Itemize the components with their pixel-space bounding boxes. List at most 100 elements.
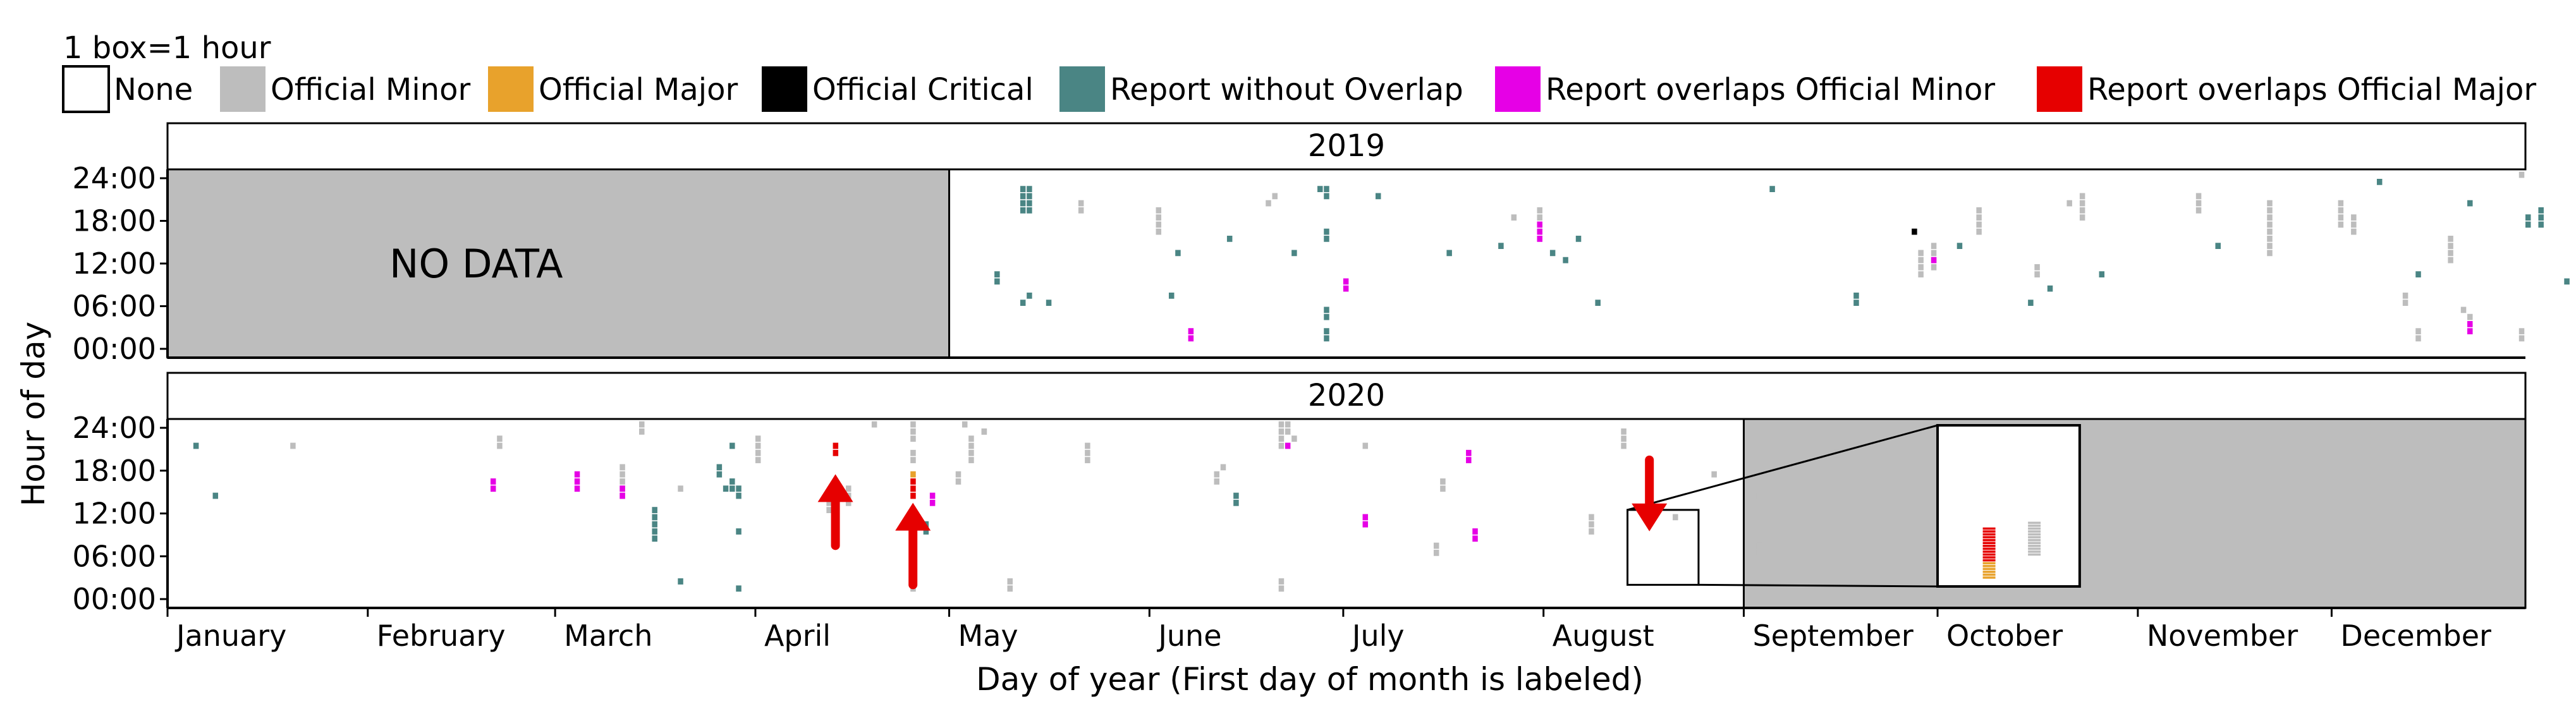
zoom-cell-official-minor [2028,538,2041,542]
x-tick-label: October [1946,619,2063,653]
zoom-cell-report-overlaps-official-major [1982,536,1996,538]
cell-official-minor [620,464,625,471]
cell-report-without-overlap [652,535,657,542]
legend: 1 box=1 hour None Official Minor Official … [62,30,2536,113]
cell-report-without-overlap [193,442,199,449]
cell-report-overlaps-official-minor [1362,514,1369,521]
cell-official-minor [1918,271,1924,277]
cell-report-without-overlap [2099,271,2105,277]
y-axis-title: Hour of day [15,322,52,506]
cell-report-without-overlap [723,485,729,492]
cell-report-overlaps-official-minor [1285,442,1291,449]
y-tick-label: 06:00 [72,539,156,573]
cell-official-minor [2079,214,2085,221]
cell-official-minor [2267,200,2273,207]
cell-report-overlaps-official-minor [1472,535,1478,542]
cell-official-minor [620,471,625,478]
cell-report-without-overlap [1324,236,1329,242]
cell-official-minor [2518,328,2525,334]
cell-official-minor [2267,228,2273,235]
cell-report-without-overlap [2538,214,2544,221]
cell-report-overlaps-official-major [910,478,916,485]
cell-official-minor [1362,442,1369,449]
cell-official-minor [2267,250,2273,257]
cell-report-overlaps-official-major [910,492,916,499]
y-tick-label: 00:00 [72,582,156,616]
zoom-region [1742,418,2527,609]
cell-official-minor [1278,421,1285,428]
cell-report-without-overlap [1549,250,1556,257]
legend-swatch-official-critical [762,66,807,112]
cell-report-without-overlap [2467,200,2473,207]
x-tick-label: July [1350,619,1405,653]
cell-official-minor [910,435,916,442]
red-arrow-head [1632,503,1668,531]
cell-official-minor [755,435,761,442]
panel-year-label: 2019 [1308,128,1385,164]
cell-report-without-overlap [2564,278,2570,285]
cell-official-minor [1007,585,1013,592]
legend-label-none: None [114,72,193,107]
cell-official-minor [955,471,961,478]
cell-report-without-overlap [2047,285,2053,292]
cell-official-minor [1085,457,1090,463]
cell-official-minor [1285,428,1291,435]
cell-official-minor [2267,236,2273,242]
cell-report-without-overlap [716,464,723,471]
cell-report-overlaps-official-minor [1537,228,1542,235]
cell-report-without-overlap [1291,250,1297,257]
cell-report-without-overlap [1324,186,1329,192]
cell-official-minor [2195,193,2202,200]
cell-official-major [910,471,916,478]
cell-report-without-overlap [652,521,657,528]
cell-official-minor [2267,214,2273,221]
cell-report-without-overlap [1575,236,1582,242]
cell-official-minor [2448,243,2453,249]
cell-official-minor [1214,471,1220,478]
cell-official-minor [1266,200,1271,207]
cell-report-without-overlap [729,478,735,485]
cell-report-without-overlap [1020,193,1026,200]
cell-report-without-overlap [736,585,742,592]
zoom-cell-official-minor [2028,553,2041,556]
cell-report-without-overlap [729,485,735,492]
zoom-cell-report-overlaps-official-major [1982,538,1996,542]
zoom-connector-bottom [1698,583,1938,588]
cell-report-without-overlap [1027,207,1032,214]
cell-official-minor [2448,257,2453,264]
cell-official-minor [2448,250,2453,257]
cell-official-minor [955,478,961,485]
cell-report-overlaps-official-minor [490,485,496,492]
cell-report-without-overlap [1324,328,1329,334]
zoom-cell-official-minor [2028,527,2041,530]
cell-official-minor [826,507,832,513]
cell-report-without-overlap [994,271,1000,277]
cell-official-minor [2195,207,2202,214]
cell-report-without-overlap [923,528,929,535]
cell-report-without-overlap [1498,243,1504,249]
cell-report-overlaps-official-minor [574,471,580,478]
cell-official-minor [2351,221,2357,228]
cell-report-overlaps-official-minor [1362,521,1369,528]
zoom-cell-official-minor [2028,550,2041,553]
cell-official-minor [678,485,683,492]
cell-report-overlaps-official-minor [574,485,580,492]
x-tick-label: December [2340,619,2491,653]
cell-report-without-overlap [1168,293,1175,299]
zoom-cell-report-overlaps-official-major [1982,556,1996,559]
cell-official-minor [2079,200,2085,207]
cell-official-minor [2079,193,2085,200]
cell-official-minor [1156,214,1162,221]
cell-official-minor [968,457,974,463]
cell-official-minor [2448,236,2453,242]
cell-official-minor [1278,428,1285,435]
cell-official-minor [846,485,852,492]
cell-report-without-overlap [1956,243,1963,249]
cell-official-minor [1156,207,1162,214]
zoom-cell-official-minor [2028,521,2041,525]
legend-swatch-report-without-overlap [1059,66,1105,112]
cell-report-overlaps-official-minor [574,478,580,485]
cell-official-minor [1589,521,1594,528]
